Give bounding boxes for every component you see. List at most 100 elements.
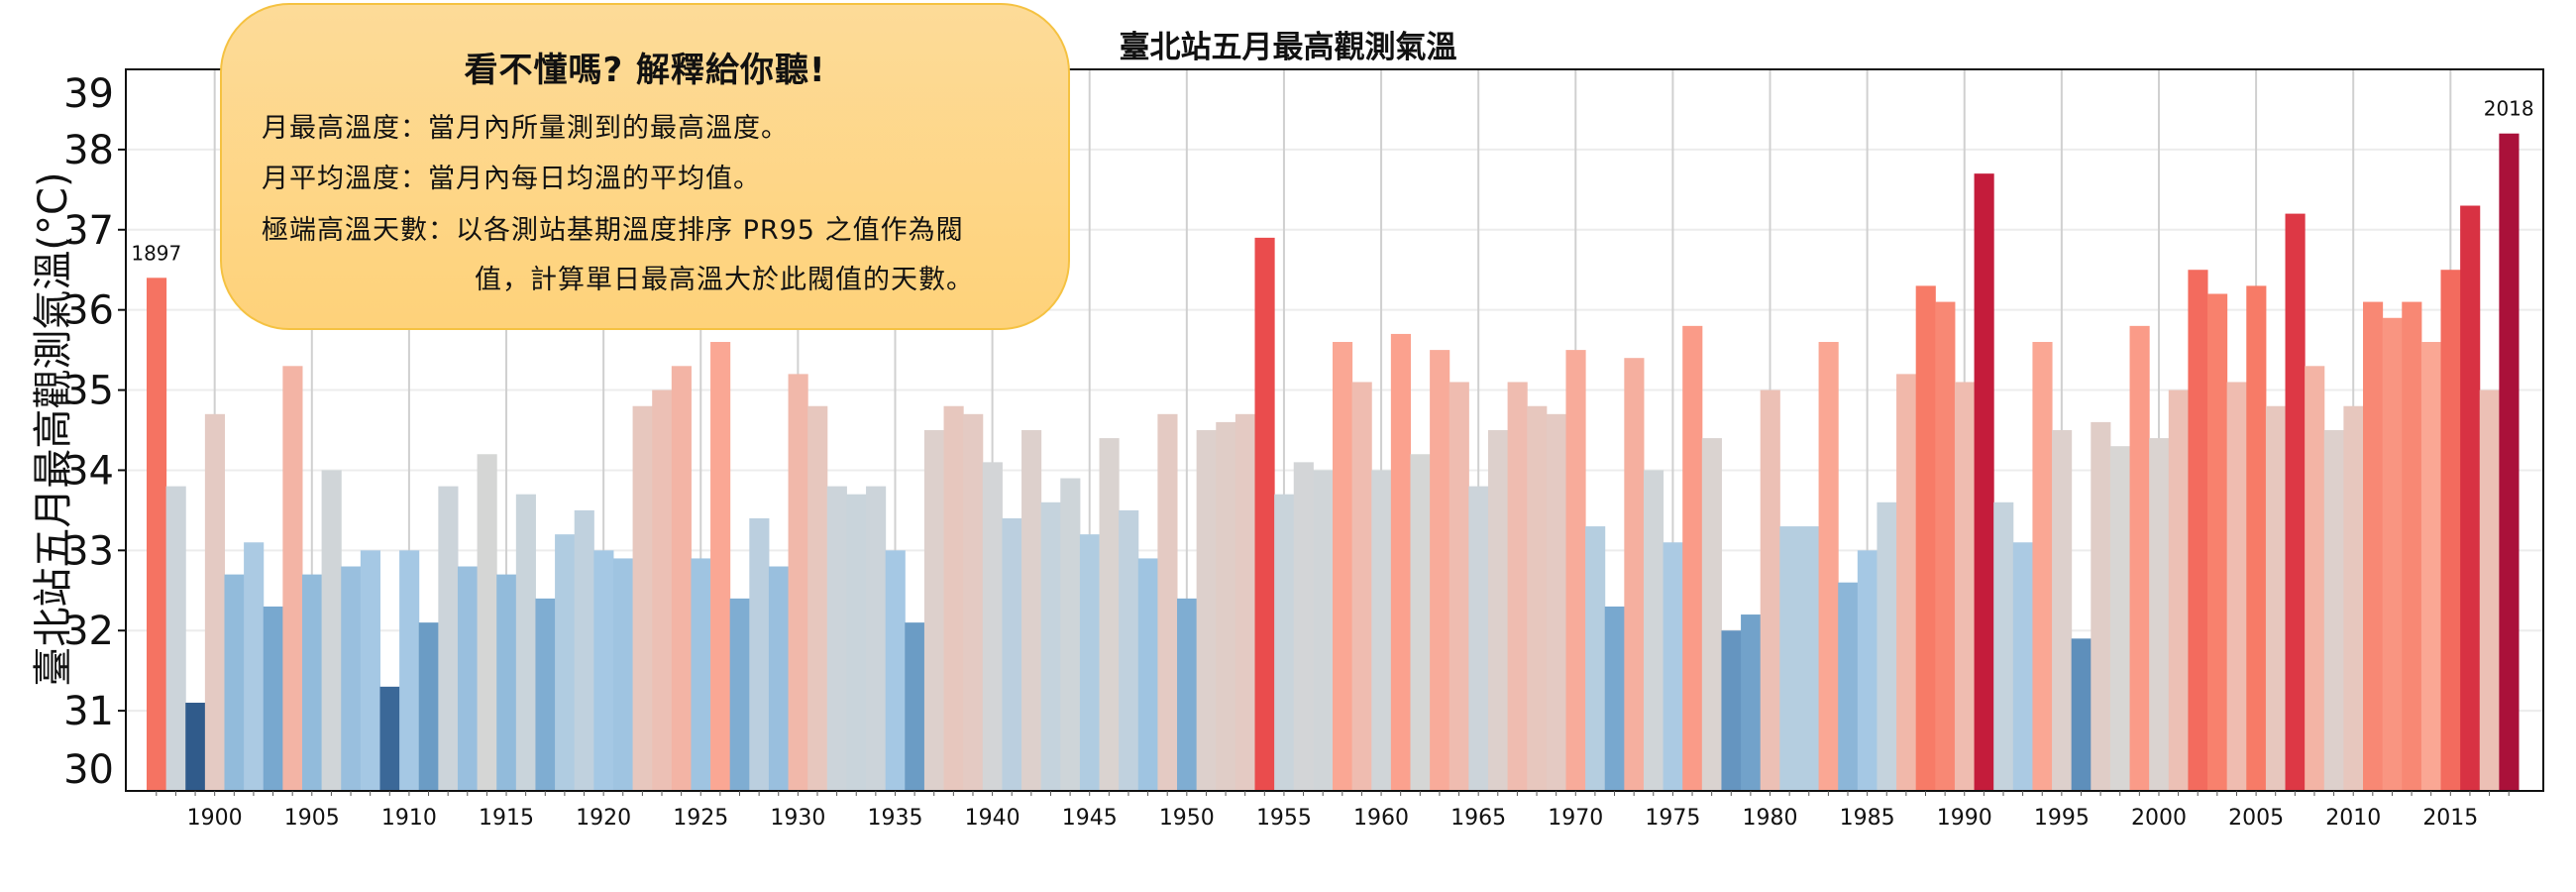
bar-1914 bbox=[477, 454, 497, 791]
bar-1951 bbox=[1196, 430, 1217, 791]
bar-1944 bbox=[1060, 478, 1081, 791]
bar-1964 bbox=[1449, 382, 1469, 791]
x-tick-label: 1960 bbox=[1353, 806, 1409, 831]
x-tick-label: 1955 bbox=[1256, 806, 1312, 831]
x-tick-label: 1915 bbox=[479, 806, 534, 831]
callout-title: 看不懂嗎? 解釋給你聽! bbox=[464, 51, 826, 90]
bar-2012 bbox=[2382, 317, 2403, 791]
bar-annotation-1897: 1897 bbox=[131, 241, 181, 265]
x-tick-label: 2005 bbox=[2228, 806, 2284, 831]
bar-1929 bbox=[768, 566, 790, 791]
x-axis-ticks: 1900 1905 1910 1915 1920 1925 1930 1935 1940 1945… bbox=[156, 791, 2510, 831]
bar-1962 bbox=[1410, 454, 1431, 791]
bar-1913 bbox=[457, 566, 479, 791]
bar-1998 bbox=[2109, 446, 2131, 791]
bar-1987 bbox=[1896, 374, 1917, 791]
explanation-callout: 看不懂嗎? 解釋給你聽! 月最高溫度：當月內所量測到的最高溫度。 月平均溫度：當… bbox=[220, 3, 1070, 330]
bar-1912 bbox=[438, 486, 459, 791]
bar-1939 bbox=[963, 413, 984, 791]
bar-2003 bbox=[2207, 293, 2228, 791]
bar-1952 bbox=[1216, 421, 1236, 791]
bar-1973 bbox=[1624, 358, 1645, 791]
y-axis-ticks: 30 31 32 33 34 35 36 37 38 39 bbox=[63, 71, 126, 793]
bar-2006 bbox=[2265, 405, 2287, 791]
bar-1975 bbox=[1663, 542, 1683, 791]
bar-1961 bbox=[1390, 333, 1411, 791]
bar-1936 bbox=[905, 622, 925, 791]
bar-1956 bbox=[1293, 462, 1314, 791]
bar-1990 bbox=[1954, 382, 1976, 791]
bar-1927 bbox=[729, 598, 750, 791]
bar-1949 bbox=[1157, 413, 1178, 791]
bar-1972 bbox=[1604, 606, 1625, 791]
x-tick-label: 1920 bbox=[576, 806, 631, 831]
y-tick-label: 35 bbox=[63, 369, 114, 414]
x-tick-label: 1970 bbox=[1548, 806, 1603, 831]
bar-1932 bbox=[826, 486, 847, 791]
bar-1922 bbox=[632, 405, 653, 791]
bar-1904 bbox=[282, 366, 303, 791]
bar-2005 bbox=[2246, 285, 2267, 791]
x-tick-label: 1980 bbox=[1743, 806, 1798, 831]
bar-1920 bbox=[593, 550, 614, 791]
bar-1960 bbox=[1371, 470, 1392, 791]
bar-1966 bbox=[1487, 430, 1509, 791]
bar-1898 bbox=[165, 486, 186, 791]
annotations: 1897 2018 bbox=[131, 97, 2533, 266]
bar-1967 bbox=[1507, 382, 1528, 791]
bar-1918 bbox=[555, 534, 576, 791]
x-tick-label: 1995 bbox=[2034, 806, 2090, 831]
bar-1971 bbox=[1585, 526, 1606, 791]
bar-1980 bbox=[1760, 390, 1780, 791]
x-tick-label: 2000 bbox=[2131, 806, 2187, 831]
bar-2002 bbox=[2188, 270, 2208, 791]
y-tick-label: 34 bbox=[63, 448, 114, 494]
callout-line-monthly-max: 月最高溫度：當月內所量測到的最高溫度。 bbox=[262, 113, 789, 144]
bar-1928 bbox=[749, 517, 770, 791]
y-tick-label: 38 bbox=[63, 128, 114, 173]
bar-1917 bbox=[535, 598, 556, 791]
x-tick-label: 1910 bbox=[381, 806, 437, 831]
bar-1943 bbox=[1040, 502, 1061, 791]
bar-1993 bbox=[2012, 542, 2033, 791]
bar-1984 bbox=[1838, 582, 1859, 791]
bar-1950 bbox=[1177, 598, 1198, 791]
bar-2000 bbox=[2149, 438, 2170, 791]
x-tick-label: 1925 bbox=[673, 806, 728, 831]
bar-1925 bbox=[691, 558, 711, 791]
x-tick-label: 1975 bbox=[1645, 806, 1700, 831]
bar-1997 bbox=[2091, 421, 2111, 791]
bar-1991 bbox=[1974, 173, 1994, 792]
bar-1919 bbox=[574, 509, 594, 791]
bar-1995 bbox=[2052, 430, 2073, 791]
bars bbox=[147, 133, 2520, 792]
bar-1934 bbox=[866, 486, 887, 791]
bar-1974 bbox=[1643, 470, 1664, 791]
bar-2018 bbox=[2499, 133, 2520, 791]
bar-1910 bbox=[399, 550, 420, 791]
bar-1935 bbox=[885, 550, 906, 791]
y-axis-label: 臺北站五月最高觀測氣溫(°C) bbox=[31, 171, 76, 687]
y-tick-label: 31 bbox=[63, 689, 114, 734]
bar-1942 bbox=[1021, 430, 1042, 791]
bar-1986 bbox=[1877, 502, 1897, 791]
bar-1988 bbox=[1915, 285, 1936, 791]
bar-1900 bbox=[204, 413, 225, 791]
bar-1911 bbox=[418, 622, 439, 791]
x-tick-label: 1945 bbox=[1062, 806, 1118, 831]
bar-1953 bbox=[1234, 413, 1256, 791]
bar-1957 bbox=[1313, 470, 1334, 791]
x-tick-label: 1990 bbox=[1937, 806, 1992, 831]
bar-1963 bbox=[1430, 350, 1450, 791]
bar-1959 bbox=[1351, 382, 1372, 791]
bar-1983 bbox=[1818, 342, 1839, 791]
bar-1978 bbox=[1721, 630, 1742, 791]
chart-title: 臺北站五月最高觀測氣溫 bbox=[1119, 30, 1457, 65]
bar-1907 bbox=[341, 566, 362, 791]
bar-2013 bbox=[2402, 301, 2422, 791]
bar-2015 bbox=[2440, 270, 2461, 791]
bar-1955 bbox=[1274, 494, 1295, 791]
bar-annotation-2018: 2018 bbox=[2484, 97, 2534, 121]
bar-2008 bbox=[2305, 366, 2325, 791]
